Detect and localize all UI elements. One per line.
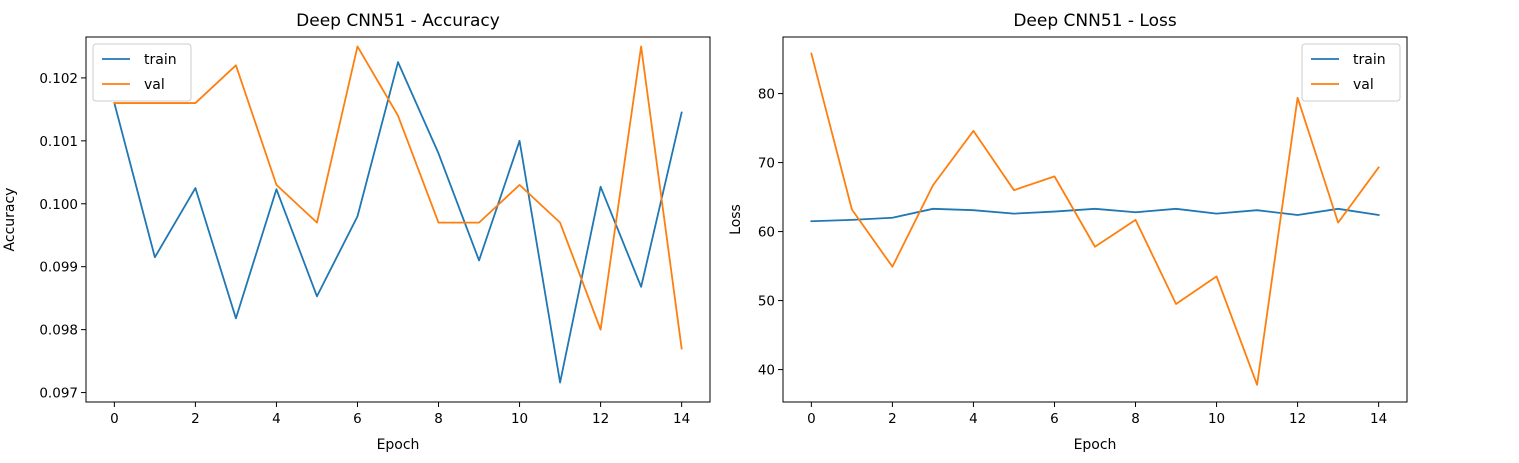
x-tick-label: 4 (969, 411, 978, 427)
chart-title: Deep CNN51 - Loss (1013, 11, 1177, 31)
x-tick-label: 6 (353, 411, 362, 427)
plot-frame (782, 36, 1408, 403)
y-axis-label: Accuracy (2, 188, 18, 252)
y-tick-label: 60 (758, 225, 775, 241)
y-tick-label: 0.097 (39, 386, 78, 402)
y-tick-label: 0.101 (39, 134, 78, 150)
series-line-train (810, 207, 1380, 223)
x-tick-label: 8 (1131, 411, 1140, 427)
legend-label-val: val (144, 77, 165, 93)
x-axis-label: Epoch (1074, 437, 1117, 453)
legend: train val (92, 43, 192, 102)
y-tick-label: 0.099 (39, 260, 78, 276)
x-tick-label: 12 (592, 411, 609, 427)
chart-panel-1: Deep CNN51 - Loss 0 2 4 6 8 10 12 14 40 50 60 70 80 Ep… (728, 11, 1408, 453)
x-tick-label: 0 (110, 411, 119, 427)
x-tick-label: 8 (434, 411, 443, 427)
y-tick-label: 80 (758, 87, 775, 103)
x-tick-label: 6 (1050, 411, 1059, 427)
x-tick-label: 10 (511, 411, 528, 427)
x-tick-label: 4 (272, 411, 281, 427)
x-tick-label: 2 (191, 411, 200, 427)
chart-title: Deep CNN51 - Accuracy (296, 11, 500, 31)
y-tick-label: 0.100 (39, 197, 78, 213)
legend-label-train: train (1353, 52, 1386, 68)
y-axis-label: Loss (728, 204, 744, 235)
series-line-val (113, 45, 683, 350)
legend-label-train: train (144, 52, 177, 68)
y-tick-label: 0.098 (39, 323, 78, 339)
y-tick-label: 0.102 (39, 71, 78, 87)
x-tick-label: 0 (807, 411, 816, 427)
legend: train val (1301, 43, 1401, 102)
x-tick-label: 14 (1370, 411, 1387, 427)
x-tick-label: 10 (1208, 411, 1225, 427)
x-tick-label: 2 (888, 411, 897, 427)
x-axis-label: Epoch (377, 437, 420, 453)
x-tick-label: 12 (1289, 411, 1306, 427)
series-line-train (113, 61, 683, 384)
legend-label-val: val (1353, 77, 1374, 93)
x-tick-label: 14 (673, 411, 690, 427)
y-tick-label: 40 (758, 363, 775, 379)
series-line-val (810, 52, 1380, 386)
y-tick-label: 50 (758, 294, 775, 310)
plot-frame (85, 36, 711, 403)
chart-panel-0: Deep CNN51 - Accuracy 0 2 4 6 8 10 12 14 0.097 0.0… (2, 11, 711, 453)
y-tick-label: 70 (758, 156, 775, 172)
